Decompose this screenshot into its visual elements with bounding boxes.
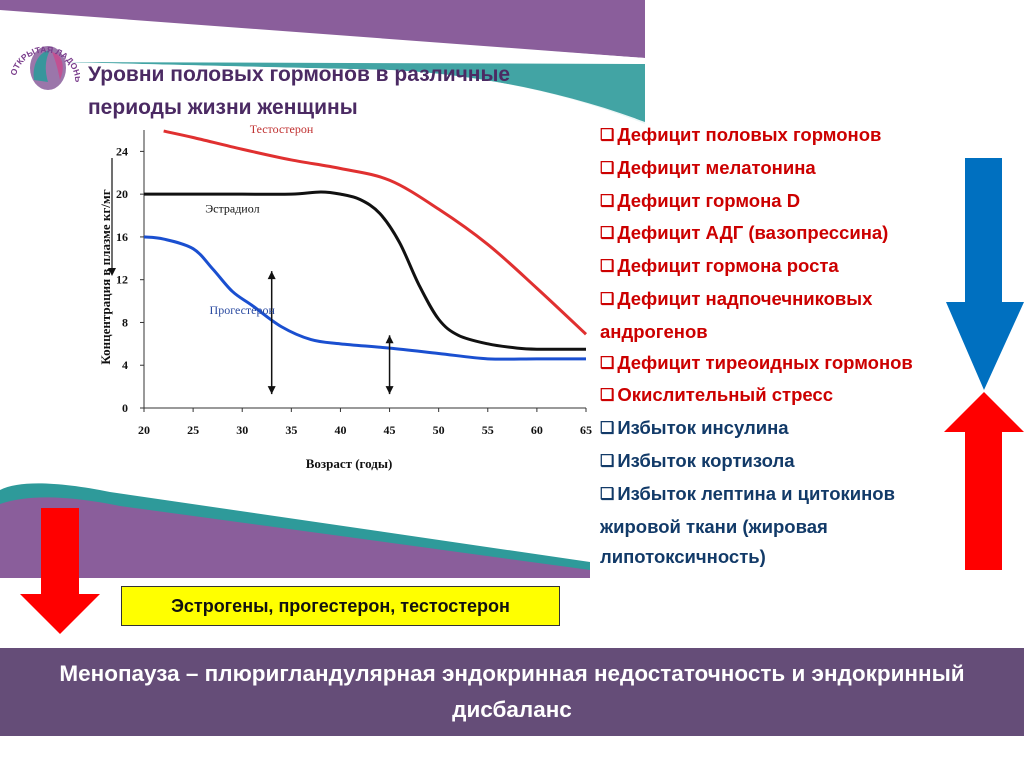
bullet-item: ❑ Избыток кортизола bbox=[600, 446, 960, 479]
checkbox-bullet-icon: ❑ bbox=[600, 192, 615, 210]
arrow-head-down-icon bbox=[385, 386, 394, 395]
estradiol-line bbox=[144, 190, 587, 351]
slide-title: Уровни половых гормонов в различные пери… bbox=[88, 58, 608, 124]
hormones-highlight-text: Эстрогены, прогестерон, тестостерон bbox=[171, 595, 510, 616]
bullet-text: Дефицит гормона D bbox=[617, 189, 801, 211]
checkbox-bullet-icon: ❑ bbox=[600, 290, 615, 308]
bullet-text: Дефицит половых гормонов bbox=[617, 124, 882, 145]
series-label: Эстрадиол bbox=[205, 201, 259, 215]
arrow-head-up-icon bbox=[385, 335, 394, 344]
y-tick-label: 24 bbox=[116, 144, 128, 158]
slide-title-line1: Уровни половых гормонов в различные bbox=[88, 63, 511, 86]
footer-text: Менопауза – плюригландулярная эндокринна… bbox=[59, 661, 965, 722]
x-tick-label: 20 bbox=[138, 423, 150, 437]
bullet-item: ❑ Дефицит надпочечниковых андрогенов bbox=[600, 284, 960, 348]
bullet-item: ❑ Дефицит тиреоидных гормонов bbox=[600, 348, 960, 381]
footer-banner: Менопауза – плюригландулярная эндокринна… bbox=[0, 648, 1024, 736]
arrow-head-down-icon bbox=[267, 386, 276, 395]
checkbox-bullet-icon: ❑ bbox=[600, 159, 615, 177]
slide-title-line2: периоды жизни женщины bbox=[88, 96, 358, 119]
bullet-item: ❑ Дефицит гормона D bbox=[600, 186, 960, 219]
y-tick-label: 8 bbox=[122, 315, 128, 329]
checkbox-bullet-icon: ❑ bbox=[600, 127, 615, 144]
bullet-item: ❑ Дефицит гормона роста bbox=[600, 251, 960, 284]
chart-series bbox=[108, 129, 588, 395]
y-axis-arrow-head-icon bbox=[108, 268, 116, 276]
chart-axes bbox=[140, 130, 587, 412]
bullet-text: Избыток лептина и цитокинов жировой ткан… bbox=[600, 482, 895, 568]
hormone-levels-chart: 0 4 8 12 16 20 24 20 25 30 35 40 45 50 55 60 65 Возраст (… bbox=[98, 122, 592, 471]
checkbox-bullet-icon: ❑ bbox=[600, 452, 615, 470]
progesterone-line bbox=[143, 235, 586, 361]
top-decor-band bbox=[0, 0, 645, 130]
bullet-item: ❑ Окислительный стресс bbox=[600, 380, 960, 413]
bullet-item: ❑ Дефицит мелатонина bbox=[600, 153, 960, 186]
x-tick-label: 30 bbox=[236, 423, 248, 437]
bullet-item: ❑ Дефицит половых гормонов bbox=[600, 120, 960, 153]
y-axis-title: Концентрация в плазме кг/мг bbox=[98, 189, 113, 364]
hormones-highlight-box: Эстрогены, прогестерон, тестостерон bbox=[121, 586, 560, 626]
checkbox-bullet-icon: ❑ bbox=[600, 387, 615, 405]
y-tick-label: 16 bbox=[116, 230, 128, 244]
y-tick-label: 4 bbox=[122, 358, 128, 372]
x-tick-label: 50 bbox=[433, 423, 445, 437]
bullet-text: Избыток инсулина bbox=[617, 417, 789, 439]
bullet-item: ❑ Избыток инсулина bbox=[600, 413, 960, 446]
x-tick-label: 55 bbox=[482, 423, 494, 437]
x-axis-title: Возраст (годы) bbox=[306, 456, 393, 471]
checkbox-bullet-icon: ❑ bbox=[600, 258, 615, 276]
series-label: Тестостерон bbox=[250, 122, 314, 136]
middle-decor-band bbox=[0, 483, 590, 578]
series-label: Прогестерон bbox=[210, 303, 276, 317]
bullet-text: Дефицит мелатонина bbox=[617, 156, 816, 178]
y-tick-label: 20 bbox=[116, 187, 128, 201]
testosterone-line bbox=[163, 129, 588, 336]
bullet-text: Избыток кортизола bbox=[617, 449, 795, 471]
arrow-head-up-icon bbox=[267, 271, 276, 280]
red-down-arrow-icon bbox=[20, 508, 100, 634]
bullet-item: ❑ Дефицит АДГ (вазопрессина) bbox=[600, 218, 960, 251]
logo: ОТКРЫТАЯ ЛАДОНЬ bbox=[8, 44, 80, 90]
checkbox-bullet-icon: ❑ bbox=[600, 485, 615, 503]
blue-down-arrow-icon bbox=[946, 158, 1024, 390]
bullet-text: Дефицит АДГ (вазопрессина) bbox=[617, 222, 889, 244]
chart-labels: 0 4 8 12 16 20 24 20 25 30 35 40 45 50 55 60 65 Возраст (… bbox=[98, 122, 592, 471]
bullet-list: ❑ Дефицит половых гормонов ❑ Дефицит мелато… bbox=[600, 120, 960, 573]
red-up-arrow-icon bbox=[944, 392, 1024, 570]
x-tick-label: 25 bbox=[187, 423, 199, 437]
bullet-text: Дефицит гормона роста bbox=[617, 255, 839, 277]
checkbox-bullet-icon: ❑ bbox=[600, 225, 615, 243]
checkbox-bullet-icon: ❑ bbox=[600, 420, 615, 438]
x-tick-label: 45 bbox=[384, 423, 396, 437]
y-tick-label: 12 bbox=[116, 273, 128, 287]
x-tick-label: 60 bbox=[531, 423, 543, 437]
bullet-text: Дефицит надпочечниковых андрогенов bbox=[600, 287, 873, 342]
bullet-text: Окислительный стресс bbox=[617, 384, 834, 406]
x-tick-label: 40 bbox=[334, 423, 346, 437]
bullet-text: Дефицит тиреоидных гормонов bbox=[617, 351, 913, 373]
x-tick-label: 65 bbox=[580, 423, 592, 437]
x-tick-label: 35 bbox=[285, 423, 297, 437]
y-tick-label: 0 bbox=[122, 401, 128, 415]
bullet-item: ❑ Избыток лептина и цитокинов жировой тка… bbox=[600, 479, 960, 573]
checkbox-bullet-icon: ❑ bbox=[600, 354, 615, 372]
